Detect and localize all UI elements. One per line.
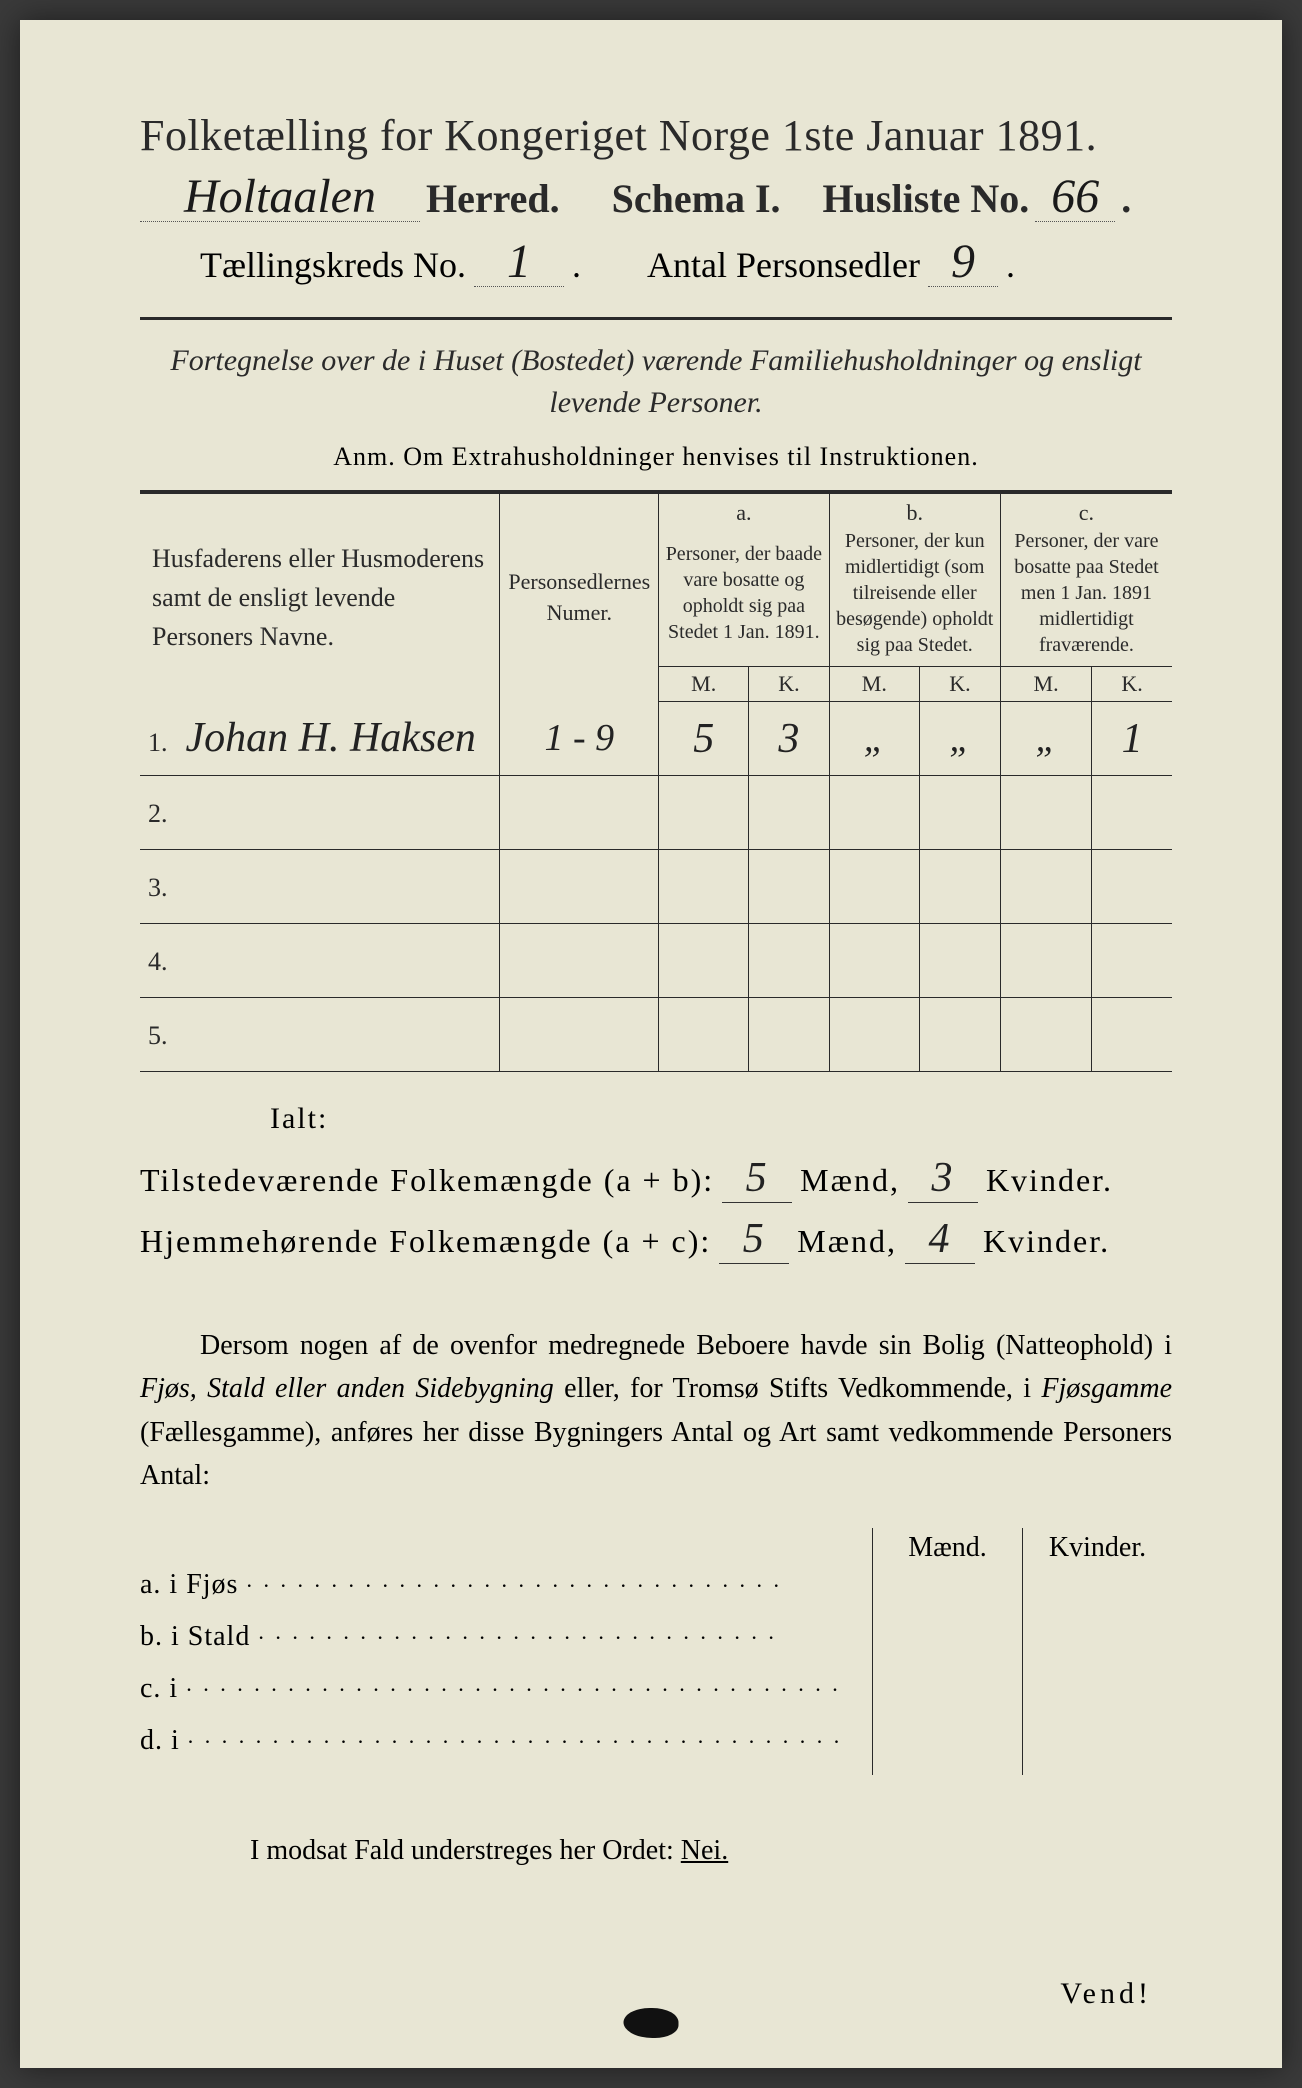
- col-b-k: K.: [920, 667, 1001, 702]
- row1-ak: 3: [778, 716, 799, 762]
- kreds-no: 1: [474, 238, 564, 287]
- sb-row-c: c. i . . . . . . . . . . . . . . . . . .…: [140, 1671, 872, 1705]
- col-c-letter: c.: [1000, 492, 1172, 526]
- table-row: 4.: [140, 924, 1172, 998]
- vend-label: Vend!: [140, 1977, 1152, 2011]
- col-header-num: Personsedlernes Numer.: [500, 492, 659, 702]
- divider-1: [140, 317, 1172, 320]
- sb-col-kvinder: Kvinder.: [1023, 1528, 1172, 1775]
- anm-note: Anm. Om Extrahusholdninger henvises til …: [140, 442, 1172, 472]
- tilstede-m: 5: [746, 1155, 769, 1201]
- row1-bm: „: [864, 718, 885, 760]
- row1-am: 5: [693, 716, 714, 762]
- husliste-no: 66: [1035, 173, 1115, 222]
- row1-cm: „: [1035, 718, 1056, 760]
- antal-label: Antal Personsedler: [647, 244, 920, 286]
- modsat-line: I modsat Fald understreges her Ordet: Ne…: [250, 1835, 1172, 1867]
- herred-label: Herred.: [426, 175, 560, 222]
- sb-row-d: d. i . . . . . . . . . . . . . . . . . .…: [140, 1723, 872, 1757]
- household-table: Husfaderens eller Husmoderens samt de en…: [140, 490, 1172, 1072]
- row1-bk: „: [949, 718, 970, 760]
- row1-name: Johan H. Haksen: [186, 715, 476, 761]
- kreds-label: Tællingskreds No.: [200, 244, 466, 286]
- sb-row-b: b. i Stald . . . . . . . . . . . . . . .…: [140, 1619, 872, 1653]
- side-building-table: a. i Fjøs . . . . . . . . . . . . . . . …: [140, 1528, 1172, 1775]
- col-header-name: Husfaderens eller Husmoderens samt de en…: [140, 492, 500, 702]
- hjemmehorende-row: Hjemmehørende Folkemængde (a + c): 5 Mæn…: [140, 1215, 1172, 1264]
- col-c-text: Personer, der vare bosatte paa Stedet me…: [1000, 526, 1172, 667]
- col-a-m: M.: [659, 667, 749, 702]
- col-c-m: M.: [1000, 667, 1091, 702]
- col-b-letter: b.: [829, 492, 1000, 526]
- line-2: Holtaalen Herred. Schema I. Husliste No.…: [140, 173, 1172, 222]
- antal-no: 9: [928, 238, 998, 287]
- side-building-paragraph: Dersom nogen af de ovenfor medregnede Be…: [140, 1324, 1172, 1498]
- hjemme-k: 4: [929, 1216, 952, 1262]
- table-row: 2.: [140, 776, 1172, 850]
- tilstede-k: 3: [931, 1155, 954, 1201]
- census-form-page: Folketælling for Kongeriget Norge 1ste J…: [20, 20, 1282, 2068]
- col-a-letter: a.: [659, 492, 829, 526]
- line-3: Tællingskreds No. 1 . Antal Personsedler…: [200, 238, 1172, 287]
- row1-num: 1 - 9: [544, 717, 614, 759]
- subtitle-fortegnelse: Fortegnelse over de i Huset (Bostedet) v…: [140, 340, 1172, 424]
- table-row: 3.: [140, 850, 1172, 924]
- schema-label: Schema I.: [612, 175, 781, 222]
- table-row: 1. Johan H. Haksen 1 - 9 5 3 „ „ „ 1: [140, 702, 1172, 776]
- nei-word: Nei.: [681, 1835, 728, 1866]
- col-a-text: Personer, der baade vare bosatte og opho…: [659, 526, 829, 667]
- totals-section: Ialt: Tilstedeværende Folkemængde (a + b…: [140, 1102, 1172, 1264]
- col-c-k: K.: [1092, 667, 1172, 702]
- herred-handwritten: Holtaalen: [140, 173, 420, 222]
- ialt-title: Ialt:: [270, 1102, 1172, 1136]
- ink-blot-icon: [624, 2008, 679, 2038]
- row1-ck: 1: [1122, 716, 1143, 762]
- col-b-text: Personer, der kun midlertidigt (som tilr…: [829, 526, 1000, 667]
- col-a-k: K.: [749, 667, 829, 702]
- col-b-m: M.: [829, 667, 920, 702]
- sb-row-a: a. i Fjøs . . . . . . . . . . . . . . . …: [140, 1567, 872, 1601]
- main-title: Folketælling for Kongeriget Norge 1ste J…: [140, 110, 1172, 161]
- hjemme-m: 5: [743, 1216, 766, 1262]
- table-row: 5.: [140, 998, 1172, 1072]
- tilstedevaerende-row: Tilstedeværende Folkemængde (a + b): 5 M…: [140, 1154, 1172, 1203]
- husliste-label: Husliste No.: [823, 175, 1030, 222]
- sb-col-maend: Mænd.: [873, 1528, 1023, 1775]
